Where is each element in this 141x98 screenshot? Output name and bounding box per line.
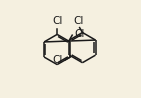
Text: Cl: Cl: [52, 55, 62, 65]
Text: Cl: Cl: [52, 16, 62, 26]
Text: Cl: Cl: [74, 16, 84, 26]
Text: Cl: Cl: [74, 29, 84, 39]
